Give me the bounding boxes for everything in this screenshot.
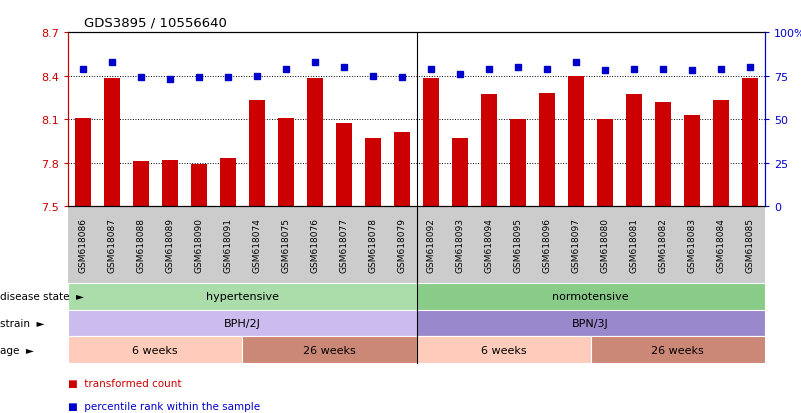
Text: GSM618093: GSM618093 (456, 217, 465, 272)
Text: 26 weeks: 26 weeks (651, 345, 704, 355)
Bar (539, 94, 555, 206)
Bar (278, 118, 294, 206)
Bar (103, 79, 119, 206)
Text: GSM618090: GSM618090 (195, 217, 203, 272)
Bar (74, 118, 91, 206)
Bar (655, 102, 671, 206)
Text: GSM618097: GSM618097 (572, 217, 581, 272)
Text: GSM618083: GSM618083 (688, 217, 697, 272)
Text: GSM618079: GSM618079 (397, 217, 406, 272)
Text: GSM618087: GSM618087 (107, 217, 116, 272)
Bar (714, 101, 730, 206)
Text: hypertensive: hypertensive (206, 291, 279, 301)
Text: disease state  ►: disease state ► (0, 291, 84, 301)
Bar (394, 133, 410, 206)
Text: BPN/3J: BPN/3J (573, 318, 609, 328)
Text: GSM618074: GSM618074 (252, 217, 261, 272)
Bar (307, 79, 323, 206)
Text: GSM618081: GSM618081 (630, 217, 638, 272)
Bar (626, 95, 642, 206)
Text: ■  percentile rank within the sample: ■ percentile rank within the sample (68, 401, 260, 411)
Text: GSM618075: GSM618075 (281, 217, 290, 272)
Text: 6 weeks: 6 weeks (481, 345, 526, 355)
Bar (510, 120, 526, 206)
Text: BPH/2J: BPH/2J (223, 318, 261, 328)
Bar (423, 79, 439, 206)
Text: 26 weeks: 26 weeks (303, 345, 356, 355)
Text: GSM618089: GSM618089 (165, 217, 174, 272)
Text: GSM618094: GSM618094 (485, 217, 493, 272)
Text: age  ►: age ► (0, 345, 34, 355)
Bar (452, 138, 468, 206)
Bar (162, 160, 178, 206)
Bar (598, 120, 614, 206)
Text: GSM618082: GSM618082 (659, 217, 668, 272)
Text: 6 weeks: 6 weeks (132, 345, 178, 355)
Text: GSM618076: GSM618076 (311, 217, 320, 272)
Bar (568, 76, 584, 206)
Text: GSM618092: GSM618092 (427, 217, 436, 272)
Text: GSM618078: GSM618078 (368, 217, 377, 272)
Text: GDS3895 / 10556640: GDS3895 / 10556640 (84, 17, 227, 29)
Bar (133, 162, 149, 206)
Bar (219, 159, 235, 206)
Text: normotensive: normotensive (553, 291, 629, 301)
Text: GSM618080: GSM618080 (601, 217, 610, 272)
Bar (481, 95, 497, 206)
Bar (684, 115, 700, 206)
Bar (365, 138, 381, 206)
Text: GSM618091: GSM618091 (223, 217, 232, 272)
Text: GSM618096: GSM618096 (543, 217, 552, 272)
Bar (191, 164, 207, 206)
Text: GSM618084: GSM618084 (717, 217, 726, 272)
Text: GSM618085: GSM618085 (746, 217, 755, 272)
Bar (249, 101, 265, 206)
Text: GSM618095: GSM618095 (513, 217, 522, 272)
Text: GSM618077: GSM618077 (340, 217, 348, 272)
Text: ■  transformed count: ■ transformed count (68, 378, 182, 388)
Text: GSM618086: GSM618086 (78, 217, 87, 272)
Text: GSM618088: GSM618088 (136, 217, 145, 272)
Bar (743, 79, 759, 206)
Bar (336, 124, 352, 206)
Text: strain  ►: strain ► (0, 318, 45, 328)
